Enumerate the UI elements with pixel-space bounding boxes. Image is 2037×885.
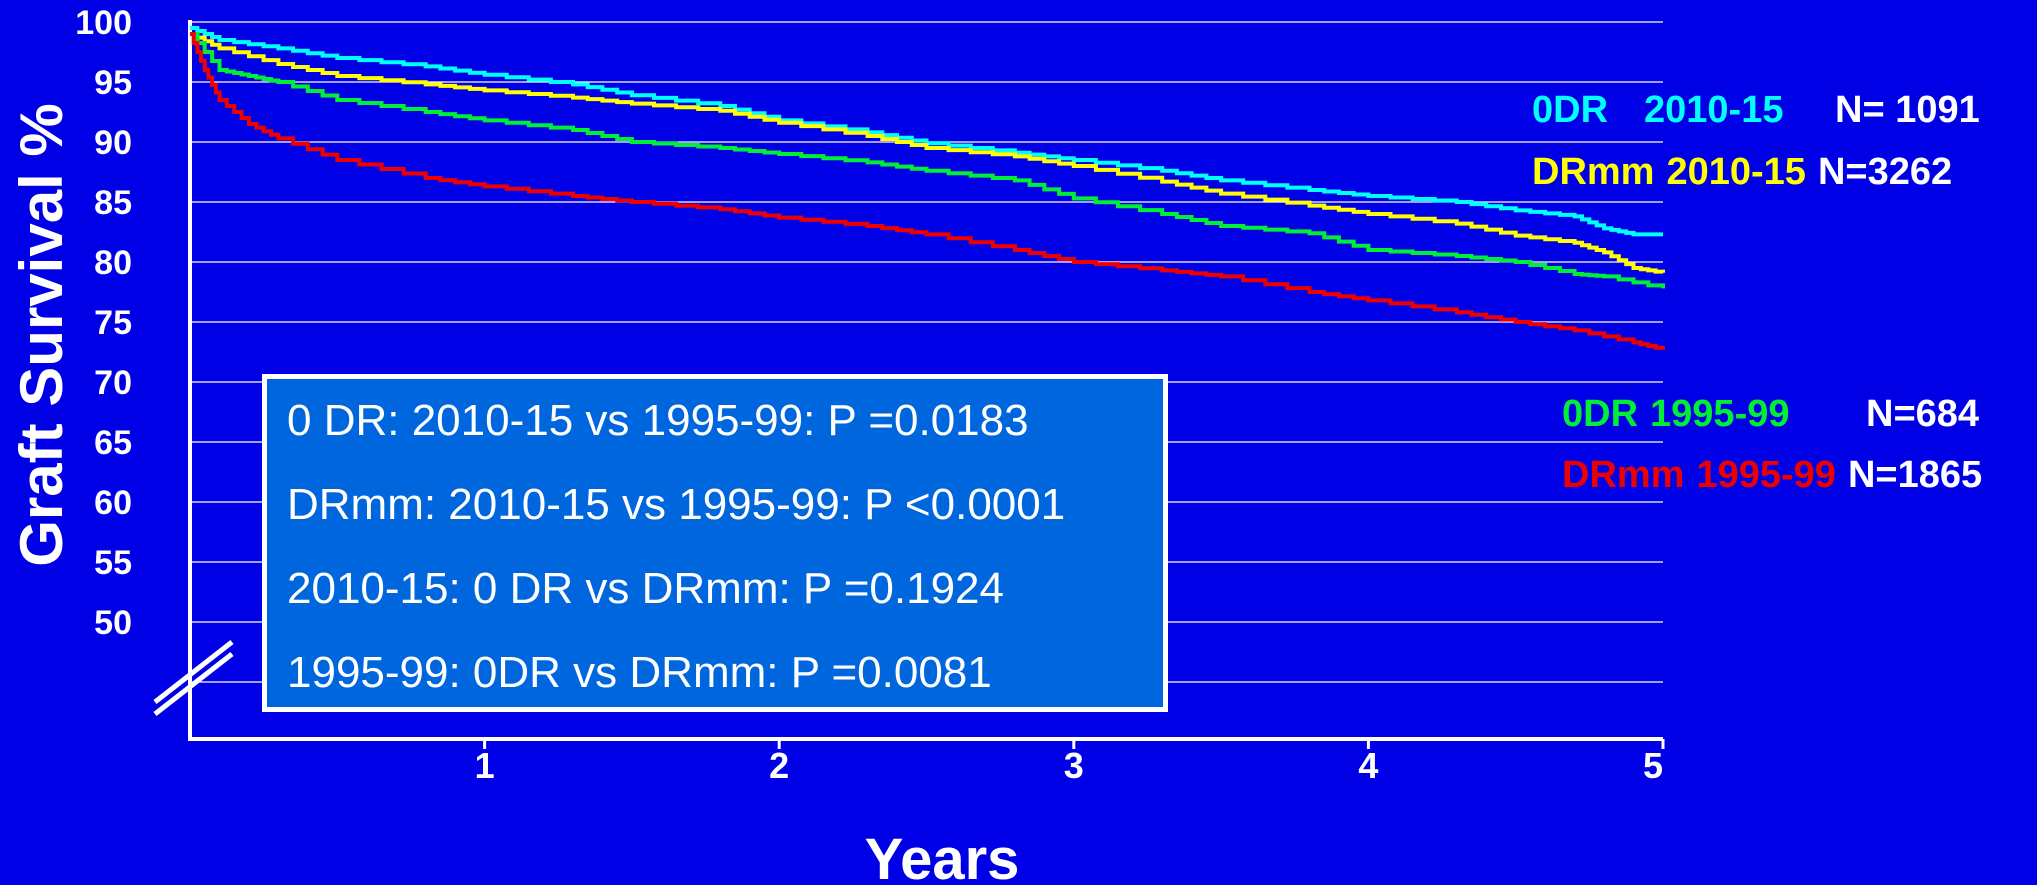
legend: 0DR 2010-15 N= 1091 DRmm 2010-15 N=3262 0DR 1… [1532, 89, 1982, 496]
y-tick-labels: 100 95 90 85 80 75 70 65 60 55 50 [75, 4, 132, 642]
legend-n: N=684 [1866, 393, 1979, 435]
legend-entry-0dr-1995-99: 0DR 1995-99 N=684 [1562, 393, 1979, 435]
y-tick-label: 70 [94, 364, 132, 402]
y-tick-label: 50 [94, 604, 132, 642]
y-tick-label: 80 [94, 244, 132, 282]
legend-entry-0dr-2010-15: 0DR 2010-15 N= 1091 [1532, 89, 1980, 131]
x-tick-label: 2 [769, 745, 789, 786]
p-value-line: 1995-99: 0DR vs DRmm: P =0.0081 [287, 648, 992, 697]
axis-break-mark [153, 640, 234, 704]
series-line-0 [190, 26, 1663, 237]
series-line-2 [190, 32, 1665, 289]
legend-entry-drmm-1995-99: DRmm 1995-99 N=1865 [1562, 454, 1982, 496]
series-line-3 [190, 32, 1665, 350]
y-tick-label: 55 [94, 544, 132, 582]
legend-period: 1995-99 [1650, 393, 1789, 435]
legend-n: N= 1091 [1835, 89, 1980, 131]
legend-n: N=1865 [1848, 454, 1982, 496]
p-value-box: 0 DR: 2010-15 vs 1995-99: P =0.0183 DRmm… [262, 374, 1168, 712]
series-lines [190, 26, 1665, 350]
legend-n: N=3262 [1818, 151, 1952, 193]
x-tick-label: 4 [1358, 745, 1378, 786]
y-tick-label: 95 [94, 64, 132, 102]
p-value-line: 0 DR: 2010-15 vs 1995-99: P =0.0183 [287, 396, 1029, 445]
x-tick-label: 1 [475, 745, 495, 786]
legend-group: 0DR [1532, 89, 1608, 131]
y-tick-label: 100 [75, 4, 132, 42]
x-axis-title: Years [865, 827, 1020, 885]
y-tick-label: 75 [94, 304, 132, 342]
legend-period: 1995-99 [1696, 454, 1835, 496]
y-tick-label: 60 [94, 484, 132, 522]
legend-group: 0DR [1562, 393, 1638, 435]
legend-group: DRmm [1532, 151, 1654, 193]
y-tick-label: 65 [94, 424, 132, 462]
legend-period: 2010-15 [1644, 89, 1783, 131]
axes [153, 20, 1665, 749]
legend-entry-drmm-2010-15: DRmm 2010-15 N=3262 [1532, 151, 1952, 193]
x-tick-label: 5 [1643, 745, 1663, 786]
y-axis-title: Graft Survival % [8, 103, 75, 567]
series-line-1 [190, 32, 1665, 274]
axis-break-mark [153, 652, 234, 716]
p-value-line: 2010-15: 0 DR vs DRmm: P =0.1924 [287, 564, 1004, 613]
legend-group: DRmm [1562, 454, 1684, 496]
p-value-line: DRmm: 2010-15 vs 1995-99: P <0.0001 [287, 480, 1066, 529]
legend-period: 2010-15 [1666, 151, 1805, 193]
x-tick-label: 3 [1064, 745, 1084, 786]
x-tick-labels: 1 2 3 4 5 [475, 745, 1663, 786]
y-tick-label: 90 [94, 124, 132, 162]
y-tick-label: 85 [94, 184, 132, 222]
